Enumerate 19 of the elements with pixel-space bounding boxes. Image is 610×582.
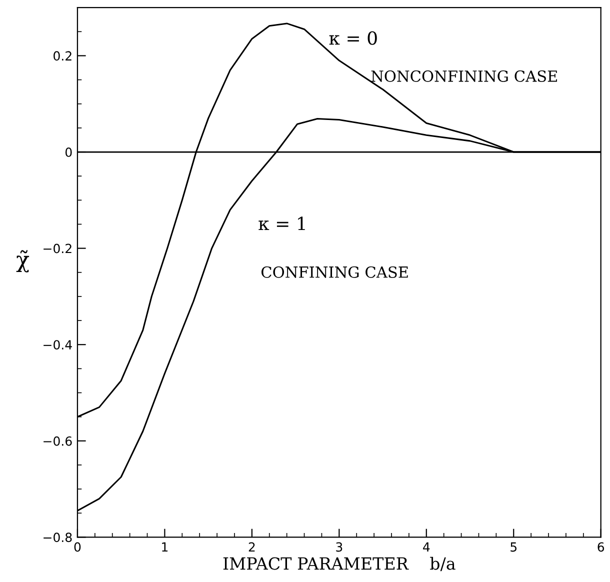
y-tick-label: −0.2 bbox=[44, 244, 72, 254]
x-tick-label: 5 bbox=[510, 542, 517, 552]
y-tick-label: −0.6 bbox=[44, 436, 72, 446]
x-tick-label: 6 bbox=[598, 542, 604, 552]
x-tick-label: 2 bbox=[248, 542, 255, 552]
annotation: CONFINING CASE bbox=[262, 266, 408, 278]
annotation: NONCONFINING CASE bbox=[371, 70, 557, 82]
y-tick-label: 0.2 bbox=[54, 51, 72, 61]
y-tick-label: −0.8 bbox=[44, 532, 72, 542]
x-axis-title: IMPACT PARAMETER b/a bbox=[223, 556, 456, 572]
x-tick-label: 4 bbox=[423, 542, 430, 552]
x-tick-label: 0 bbox=[74, 542, 81, 552]
y-tick-label: −0.4 bbox=[44, 340, 72, 350]
y-axis-title: χ̃ bbox=[16, 250, 30, 272]
annotation: κ = 1 bbox=[258, 216, 305, 230]
x-tick-label: 1 bbox=[162, 542, 168, 552]
annotation: κ = 0 bbox=[329, 31, 377, 45]
y-tick-label: 0 bbox=[65, 147, 72, 157]
x-tick-label: 3 bbox=[336, 542, 342, 552]
